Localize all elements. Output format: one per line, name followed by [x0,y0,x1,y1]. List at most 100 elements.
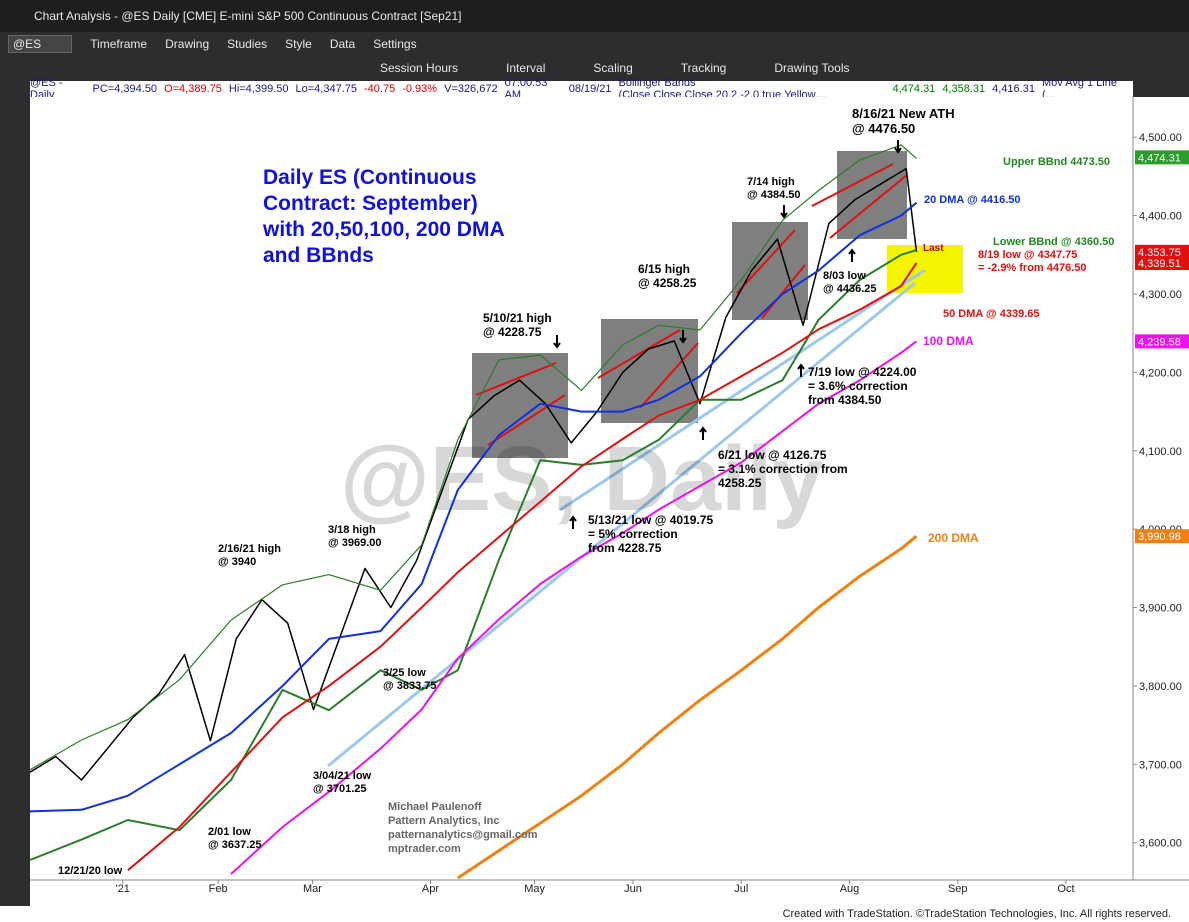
window-title: Chart Analysis - @ES Daily [CME] E-mini … [34,9,462,23]
y-tick-label: 3,700.00 [1139,759,1182,771]
price-flag-label: 4,339.51 [1138,258,1181,270]
annotation: Lower BBnd @ 4360.50 [993,236,1114,248]
y-tick-label: 3,800.00 [1139,681,1182,693]
info-bar: @ES - Daily PC=4,394.50 O=4,389.75 Hi=4,399… [30,77,1133,101]
signature: Michael Paulenoff [388,801,482,813]
annotation: 6/15 high [638,262,690,276]
footer-text: Created with TradeStation. ©TradeStation… [782,908,1171,920]
menu-item[interactable]: Data [329,37,356,51]
plot-bg [30,97,1189,906]
info-item: V=326,672 [444,83,498,95]
y-tick-label: 4,400.00 [1139,211,1182,223]
tool-item[interactable]: Session Hours [380,61,459,75]
tool-item[interactable]: Drawing Tools [774,61,850,75]
range-box [837,151,907,239]
annotation: @ 3637.25 [208,839,262,851]
annotation: Upper BBnd 4473.50 [1003,156,1110,168]
price-flag-label: 3,990.98 [1138,531,1181,543]
annotation: @ 4476.50 [852,121,915,136]
series-line [456,535,918,880]
price-flag [1135,256,1189,271]
price-flag-label: 4,353.75 [1138,247,1181,259]
annotation: 7/19 low @ 4224.00 [808,365,917,379]
annotation: 3/04/21 low [313,770,372,782]
annotation: 2/01 low [208,826,251,838]
info-item: 4,416.31 [992,83,1035,95]
annotation: 6/21 low @ 4126.75 [718,448,827,462]
symbol-box[interactable]: @ES [8,35,73,53]
price-flag-label: 4,239.58 [1138,336,1181,348]
arrow [780,205,788,219]
annotation: 5/13/21 low @ 4019.75 [588,513,713,527]
series-line [230,340,918,875]
info-item: 4,474.31 [892,83,936,95]
footer: Created with TradeStation. ©TradeStation… [0,906,1189,922]
tool-item[interactable]: Tracking [680,61,727,75]
arrow [679,330,687,344]
info-item: Lo=4,347.75 [295,83,357,95]
annotation: 5/10/21 high [483,311,552,325]
info-item: O=4,389.75 [164,83,222,95]
price-flag-label: 4,474.31 [1138,152,1181,164]
toolbar: Session Hours Interval Scaling Tracking Draw… [0,56,1189,80]
annotation: Last [923,243,944,254]
headline: Contract: September) [263,192,478,215]
annotation: from 4384.50 [808,393,882,407]
annotation: @ 3833.75 [383,680,437,692]
arrow [894,140,902,154]
info-item: Hi=4,399.50 [228,83,289,95]
left-tools [0,80,30,900]
annotation: 3/18 high [328,524,376,536]
tool-item[interactable]: Scaling [593,61,633,75]
headline: with 20,50,100, 200 DMA [262,218,505,241]
menu-item[interactable]: Style [285,37,312,51]
watermark: @ES, Daily [340,428,823,530]
signature: Pattern Analytics, Inc [388,815,499,827]
annotation: 8/03 low [823,270,866,282]
headline: Daily ES (Continuous [263,166,477,189]
annotation: from 4228.75 [588,541,662,555]
x-tick-label: Aug [840,883,860,895]
annotation: 8/16/21 New ATH [852,106,955,121]
annotation: 4258.25 [718,476,762,490]
x-tick-label: May [524,883,545,895]
price-flag [1135,244,1189,259]
annotation: 50 DMA @ 4339.65 [943,308,1040,320]
annotation: 3/25 low [383,667,426,679]
price-flag [1135,334,1189,349]
annotation: @ 4228.75 [483,325,542,339]
y-tick-label: 4,500.00 [1139,132,1182,144]
annotation: @ 4436.25 [823,283,877,295]
annotation: 7/14 high [747,176,795,188]
info-item: 08/19/21 [568,83,612,95]
y-tick-label: 3,600.00 [1139,838,1182,850]
annotation: = 3.6% correction [808,379,908,393]
annotation: @ 3969.00 [328,537,382,549]
x-tick-label: Feb [209,883,228,895]
info-item: 4,358.31 [942,83,986,95]
tool-item[interactable]: Interval [506,61,546,75]
arrow [848,248,856,262]
arrow [797,363,805,377]
annotation: = 3.1% correction from [718,462,848,476]
annotation: 12/21/20 low [58,865,123,877]
series-line [29,201,918,813]
arrow [699,426,707,440]
x-tick-label: Jun [624,883,642,895]
menu-item[interactable]: Studies [227,37,268,51]
menu-item[interactable]: Timeframe [90,37,148,51]
annotation: 100 DMA [923,334,974,348]
menu-item[interactable]: Drawing [165,37,210,51]
annotation: 2/16/21 high [218,543,281,555]
menu-item[interactable]: Settings [373,37,417,51]
annotation: 20 DMA @ 4416.50 [924,194,1021,206]
trend-lines [475,163,908,446]
title-bar: Chart Analysis - @ES Daily [CME] E-mini … [0,0,1189,32]
info-item: -40.75 [364,83,396,95]
x-tick-label: '21 [116,883,130,895]
series-line [127,262,918,871]
annotation: @ 4258.25 [638,276,697,290]
arrow [553,335,561,349]
